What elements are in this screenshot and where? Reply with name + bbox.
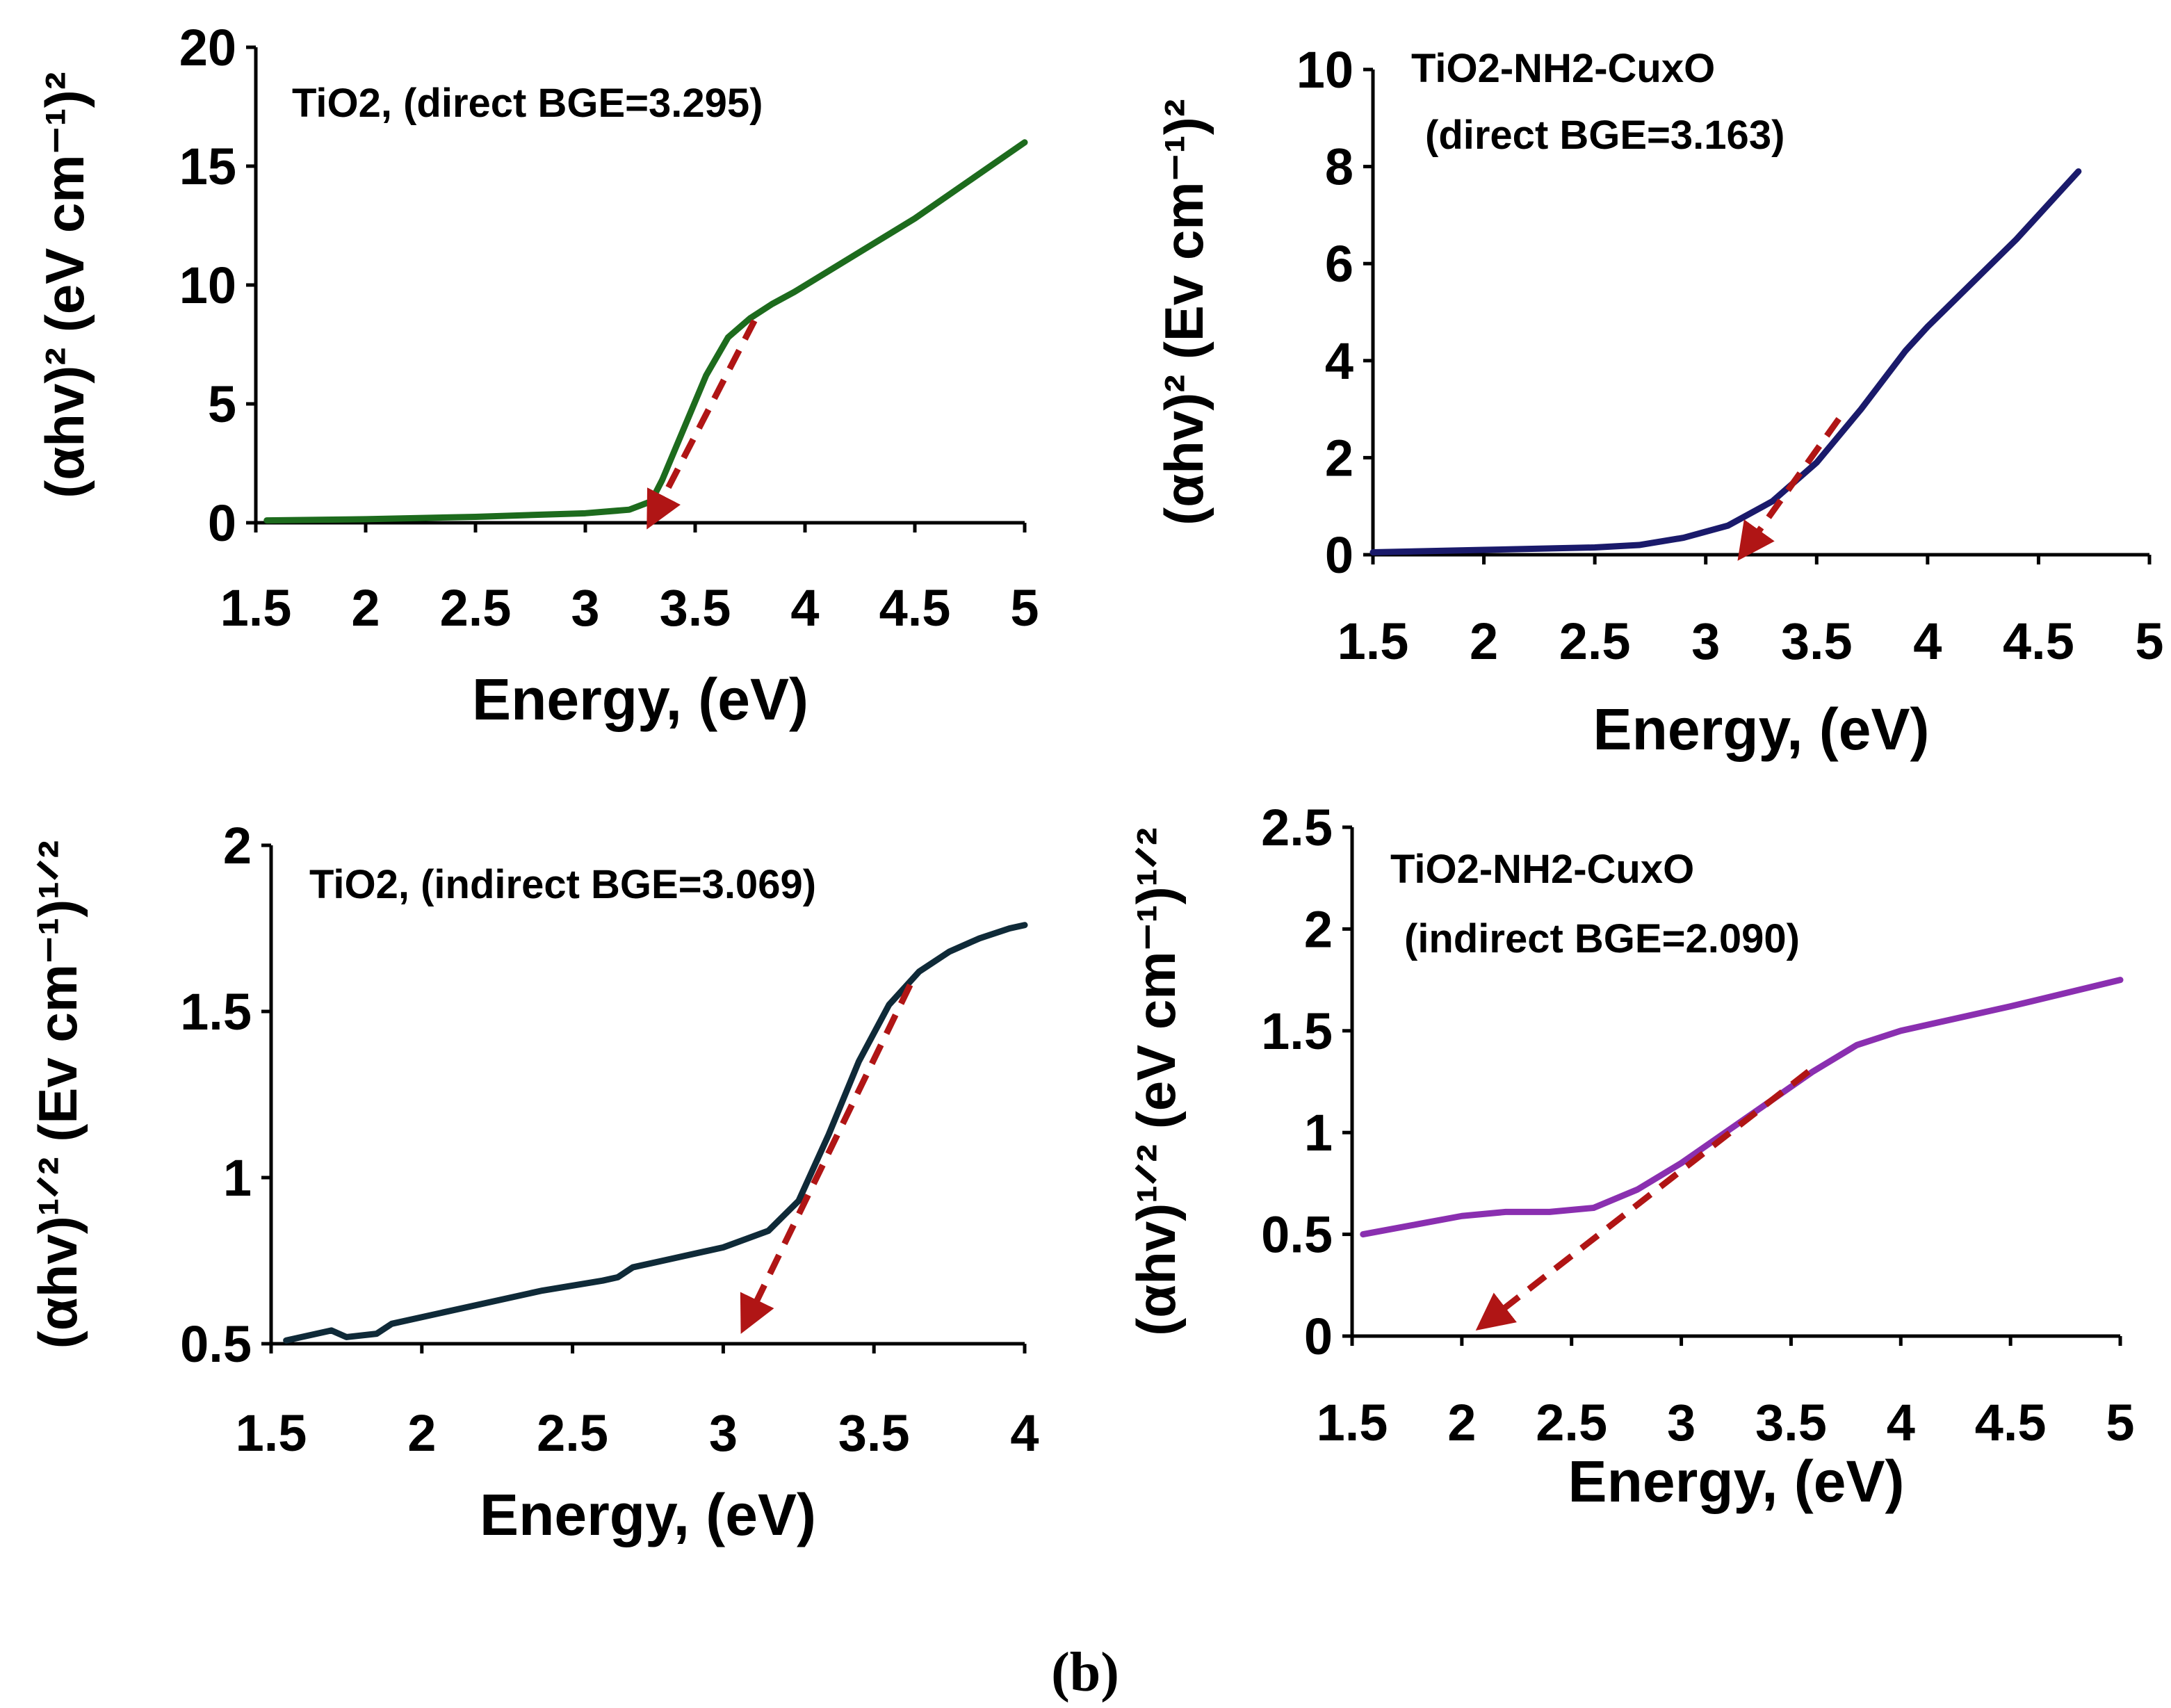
chart-annotation: TiO2, (direct BGE=3.295) [292,81,763,126]
y-tick-label: 1 [1304,1104,1333,1162]
x-tick-label: 3 [1667,1394,1696,1451]
y-axis-label: (αhv)¹ᐟ² (eV cm⁻¹)¹ᐟ² [1125,827,1187,1335]
chart-tl: 0 5 10 15 20 1.5 2 2.5 3 3.5 4 4.5 5 Energy, (eV) (αhv… [34,19,1039,732]
tangent-fit-arrow [740,983,913,1334]
series-line [1360,977,2124,1238]
y-tick-label: 1.5 [180,983,252,1041]
y-tick-label: 0.5 [1261,1206,1333,1264]
x-tick-label: 5 [2135,612,2163,670]
x-tick-label: 3 [709,1404,738,1462]
chart-annotation: TiO2-NH2-CuxO [1411,46,1715,91]
x-tick-label: 4.5 [879,579,951,637]
x-tick-label: 2 [1470,612,1498,670]
x-tick-label: 4 [1913,612,1942,670]
y-axis-label: (αhv)² (eV cm⁻¹)² [34,72,95,498]
y-axis-label: (αhv)¹ᐟ² (Ev cm⁻¹)¹ᐟ² [27,840,88,1349]
x-tick-label: 4.5 [2003,612,2074,670]
y-tick-label: 8 [1325,138,1353,196]
x-tick-label: 2.5 [537,1404,608,1462]
y-tick-label: 15 [179,138,236,195]
chart-annotation: (indirect BGE=2.090) [1404,916,1800,961]
chart-annotation: TiO2-NH2-CuxO [1390,847,1694,892]
series-line [263,139,1028,524]
y-tick-label: 2.5 [1261,799,1333,856]
x-tick-label: 4 [1010,1404,1039,1462]
x-axis-label: Energy, (eV) [472,667,808,732]
y-tick-label: 1.5 [1261,1002,1333,1060]
x-tick-label: 4 [790,579,819,637]
figure-caption: (b) [1051,1642,1119,1703]
y-tick-label: 1 [223,1149,252,1207]
tangent-fit-arrow [647,319,758,530]
x-axis-label: Energy, (eV) [1593,697,1930,762]
x-tick-label: 2.5 [1559,612,1631,670]
x-tick-label: 4 [1887,1394,1915,1451]
x-tick-label: 2.5 [440,579,512,637]
x-tick-label: 3 [571,579,599,637]
y-tick-label: 2 [223,817,252,875]
series-line [283,922,1028,1344]
y-tick-label: 10 [179,257,236,314]
y-tick-label: 0 [208,494,236,552]
y-tick-label: 4 [1325,332,1353,390]
y-tick-label: 5 [208,375,236,433]
x-tick-label: 3.5 [838,1404,910,1462]
x-tick-label: 1.5 [1337,612,1409,670]
y-tick-label: 6 [1325,235,1353,293]
x-tick-label: 2.5 [1536,1394,1607,1451]
y-tick-label: 0.5 [180,1315,252,1373]
chart-annotation: TiO2, (indirect BGE=3.069) [309,862,816,907]
x-tick-label: 3.5 [1755,1394,1827,1451]
x-tick-label: 1.5 [1317,1394,1388,1451]
chart-tr: 0 2 4 6 8 10 1.5 2 2.5 3 3.5 4 4.5 5 Energy, (eV) (αhv)… [1153,41,2164,762]
x-tick-label: 2 [1447,1394,1476,1451]
chart-annotation: (direct BGE=3.163) [1425,113,1784,158]
x-tick-label: 1.5 [220,579,292,637]
y-axis-label: (αhv)² (Ev cm⁻¹)² [1153,99,1214,525]
y-tick-label: 2 [1325,429,1353,487]
y-tick-label: 20 [179,19,236,76]
y-tick-label: 0 [1325,526,1353,584]
x-axis-label: Energy, (eV) [1568,1449,1905,1514]
y-tick-label: 10 [1296,41,1353,99]
y-tick-label: 2 [1304,900,1333,958]
x-tick-label: 2 [351,579,380,637]
x-tick-label: 4.5 [1975,1394,2047,1451]
x-tick-label: 3.5 [660,579,731,637]
x-tick-label: 5 [1010,579,1039,637]
x-tick-label: 5 [2106,1394,2134,1451]
series-line [1369,168,2082,556]
chart-bl: 0.5 1 1.5 2 1.5 2 2.5 3 3.5 4 Energy, (eV) (αhv)¹ᐟ²… [27,817,1039,1547]
x-tick-label: 1.5 [236,1404,307,1462]
chart-br: 0 0.5 1 1.5 2 2.5 1.5 2 2.5 3 3.5 4 4.5 5 Energy, (eV)… [1125,799,2135,1514]
figure-label: b [1070,1642,1101,1703]
x-tick-label: 2 [407,1404,436,1462]
x-axis-label: Energy, (eV) [480,1482,816,1547]
y-tick-label: 0 [1304,1308,1333,1365]
tangent-fit-arrow [1737,416,1841,561]
tangent-fit-arrow [1475,1068,1811,1331]
x-tick-label: 3.5 [1781,612,1853,670]
x-tick-label: 3 [1691,612,1720,670]
